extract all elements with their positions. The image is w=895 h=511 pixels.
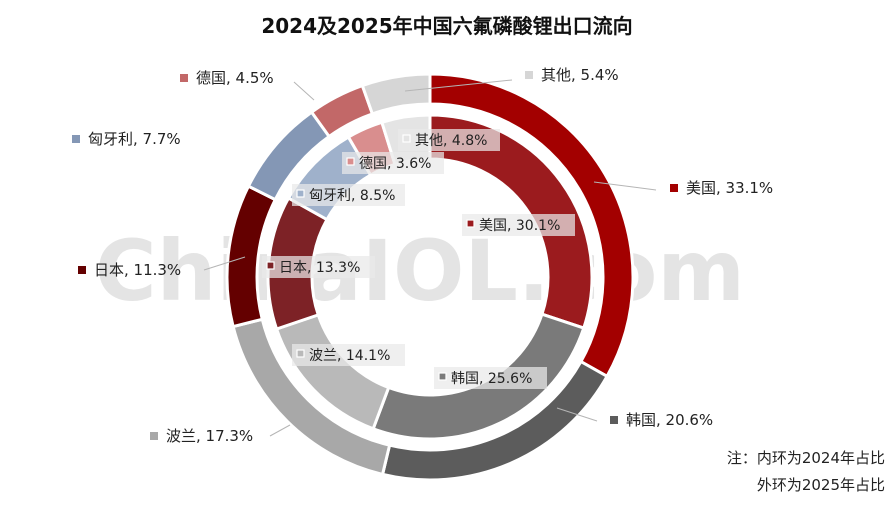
- outer-label-3: 日本, 11.3%: [94, 261, 181, 279]
- inner-legend-key-2: [296, 349, 305, 358]
- inner-label-bg-5: [342, 152, 444, 174]
- inner-label-1: 韩国, 25.6%: [451, 371, 532, 387]
- inner-label-bg-2: [292, 344, 405, 366]
- inner-legend-key-3: [266, 261, 275, 270]
- inner-label-bg-1: [434, 367, 547, 389]
- outer-label-5: 德国, 4.5%: [196, 69, 274, 87]
- outer-legend-key-4: [72, 135, 80, 143]
- outer-label-4: 匈牙利, 7.7%: [88, 130, 181, 148]
- outer-label-6: 其他, 5.4%: [541, 66, 619, 84]
- outer-legend-key-3: [78, 266, 86, 274]
- inner-label-bg-3: [262, 256, 375, 278]
- note-inner-ring: 注：内环为2024年占比: [726, 449, 885, 467]
- inner-legend-key-5: [346, 157, 355, 166]
- outer-leader-3: [203, 256, 246, 271]
- inner-label-bg-6: [398, 129, 500, 151]
- inner-label-2: 波兰, 14.1%: [309, 348, 390, 364]
- outer-label-1: 韩国, 20.6%: [626, 411, 713, 429]
- inner-label-5: 德国, 3.6%: [359, 156, 431, 172]
- note-outer-ring: 外环为2025年占比: [756, 476, 885, 494]
- watermark-layer: ChinaIOL.com: [95, 222, 745, 320]
- outer-leader-5: [293, 81, 315, 101]
- outer-label-0: 美国, 33.1%: [686, 179, 773, 197]
- inner-legend-key-4: [296, 189, 305, 198]
- inner-legend-key-1: [438, 372, 447, 381]
- outer-legend-key-5: [180, 74, 188, 82]
- outer-legend-key-2: [150, 432, 158, 440]
- outer-leader-2: [269, 424, 291, 437]
- inner-legend-key-0: [466, 219, 475, 228]
- outer-leader-0: [593, 181, 657, 191]
- outer-leader-6: [404, 79, 513, 92]
- inner-label-4: 匈牙利, 8.5%: [309, 188, 395, 204]
- outer-legend-key-6: [525, 71, 533, 79]
- inner-label-0: 美国, 30.1%: [479, 218, 560, 234]
- outer-slice-6: [360, 72, 432, 116]
- watermark-text: ChinaIOL.com: [95, 222, 745, 320]
- inner-label-bg-0: [462, 214, 575, 236]
- inner-label-bg-4: [292, 184, 405, 206]
- label-layer: 美国, 30.1% 韩国, 25.6% 波兰, 14.1% 日本, 13.3% 匈牙利,…: [72, 66, 773, 445]
- inner-label-6: 其他, 4.8%: [415, 133, 487, 149]
- inner-legend-key-6: [402, 134, 411, 143]
- inner-label-3: 日本, 13.3%: [279, 260, 360, 276]
- outer-legend-key-0: [670, 184, 678, 192]
- outer-ring: [225, 72, 635, 482]
- outer-leader-1: [556, 407, 598, 422]
- outer-label-2: 波兰, 17.3%: [166, 427, 253, 445]
- outer-legend-key-1: [610, 416, 618, 424]
- chart-title: 2024及2025年中国六氟磷酸锂出口流向: [261, 14, 632, 38]
